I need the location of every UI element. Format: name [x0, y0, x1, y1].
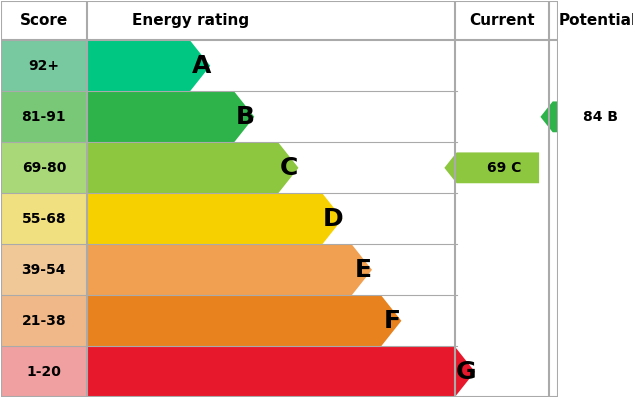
Bar — [454, 142, 633, 193]
Text: Score: Score — [20, 13, 68, 28]
Bar — [454, 40, 633, 92]
Polygon shape — [87, 193, 342, 244]
Bar — [1, 142, 87, 193]
Bar — [1, 346, 87, 397]
Polygon shape — [87, 244, 372, 295]
Text: 81-91: 81-91 — [22, 110, 66, 124]
Text: B: B — [235, 105, 254, 129]
Text: Energy rating: Energy rating — [132, 13, 249, 28]
Text: 69-80: 69-80 — [22, 161, 66, 175]
Polygon shape — [87, 40, 210, 92]
Text: 21-38: 21-38 — [22, 314, 66, 328]
Text: 1-20: 1-20 — [27, 365, 61, 379]
Bar — [1, 244, 87, 295]
Text: Potential: Potential — [559, 13, 633, 28]
Text: 55-68: 55-68 — [22, 212, 66, 226]
Text: 39-54: 39-54 — [22, 263, 66, 277]
Text: 84 B: 84 B — [583, 110, 618, 124]
Bar — [454, 346, 633, 397]
Bar — [1, 193, 87, 244]
Text: A: A — [191, 54, 211, 78]
Bar — [1, 295, 87, 346]
Polygon shape — [87, 295, 401, 346]
Bar — [454, 92, 633, 142]
Text: G: G — [456, 360, 476, 384]
Text: C: C — [280, 156, 299, 180]
Text: F: F — [384, 309, 401, 333]
Bar — [1, 40, 87, 92]
Bar — [1, 92, 87, 142]
Text: 69 C: 69 C — [487, 161, 522, 175]
Bar — [454, 193, 633, 244]
Text: D: D — [323, 207, 344, 231]
Polygon shape — [87, 142, 298, 193]
Text: E: E — [354, 258, 372, 282]
Text: Current: Current — [469, 13, 535, 28]
Bar — [454, 295, 633, 346]
Text: 92+: 92+ — [28, 59, 60, 73]
Polygon shape — [87, 92, 254, 142]
Polygon shape — [541, 101, 633, 132]
Polygon shape — [87, 346, 475, 397]
Bar — [1, 1, 558, 40]
Bar — [454, 244, 633, 295]
Polygon shape — [444, 152, 539, 183]
